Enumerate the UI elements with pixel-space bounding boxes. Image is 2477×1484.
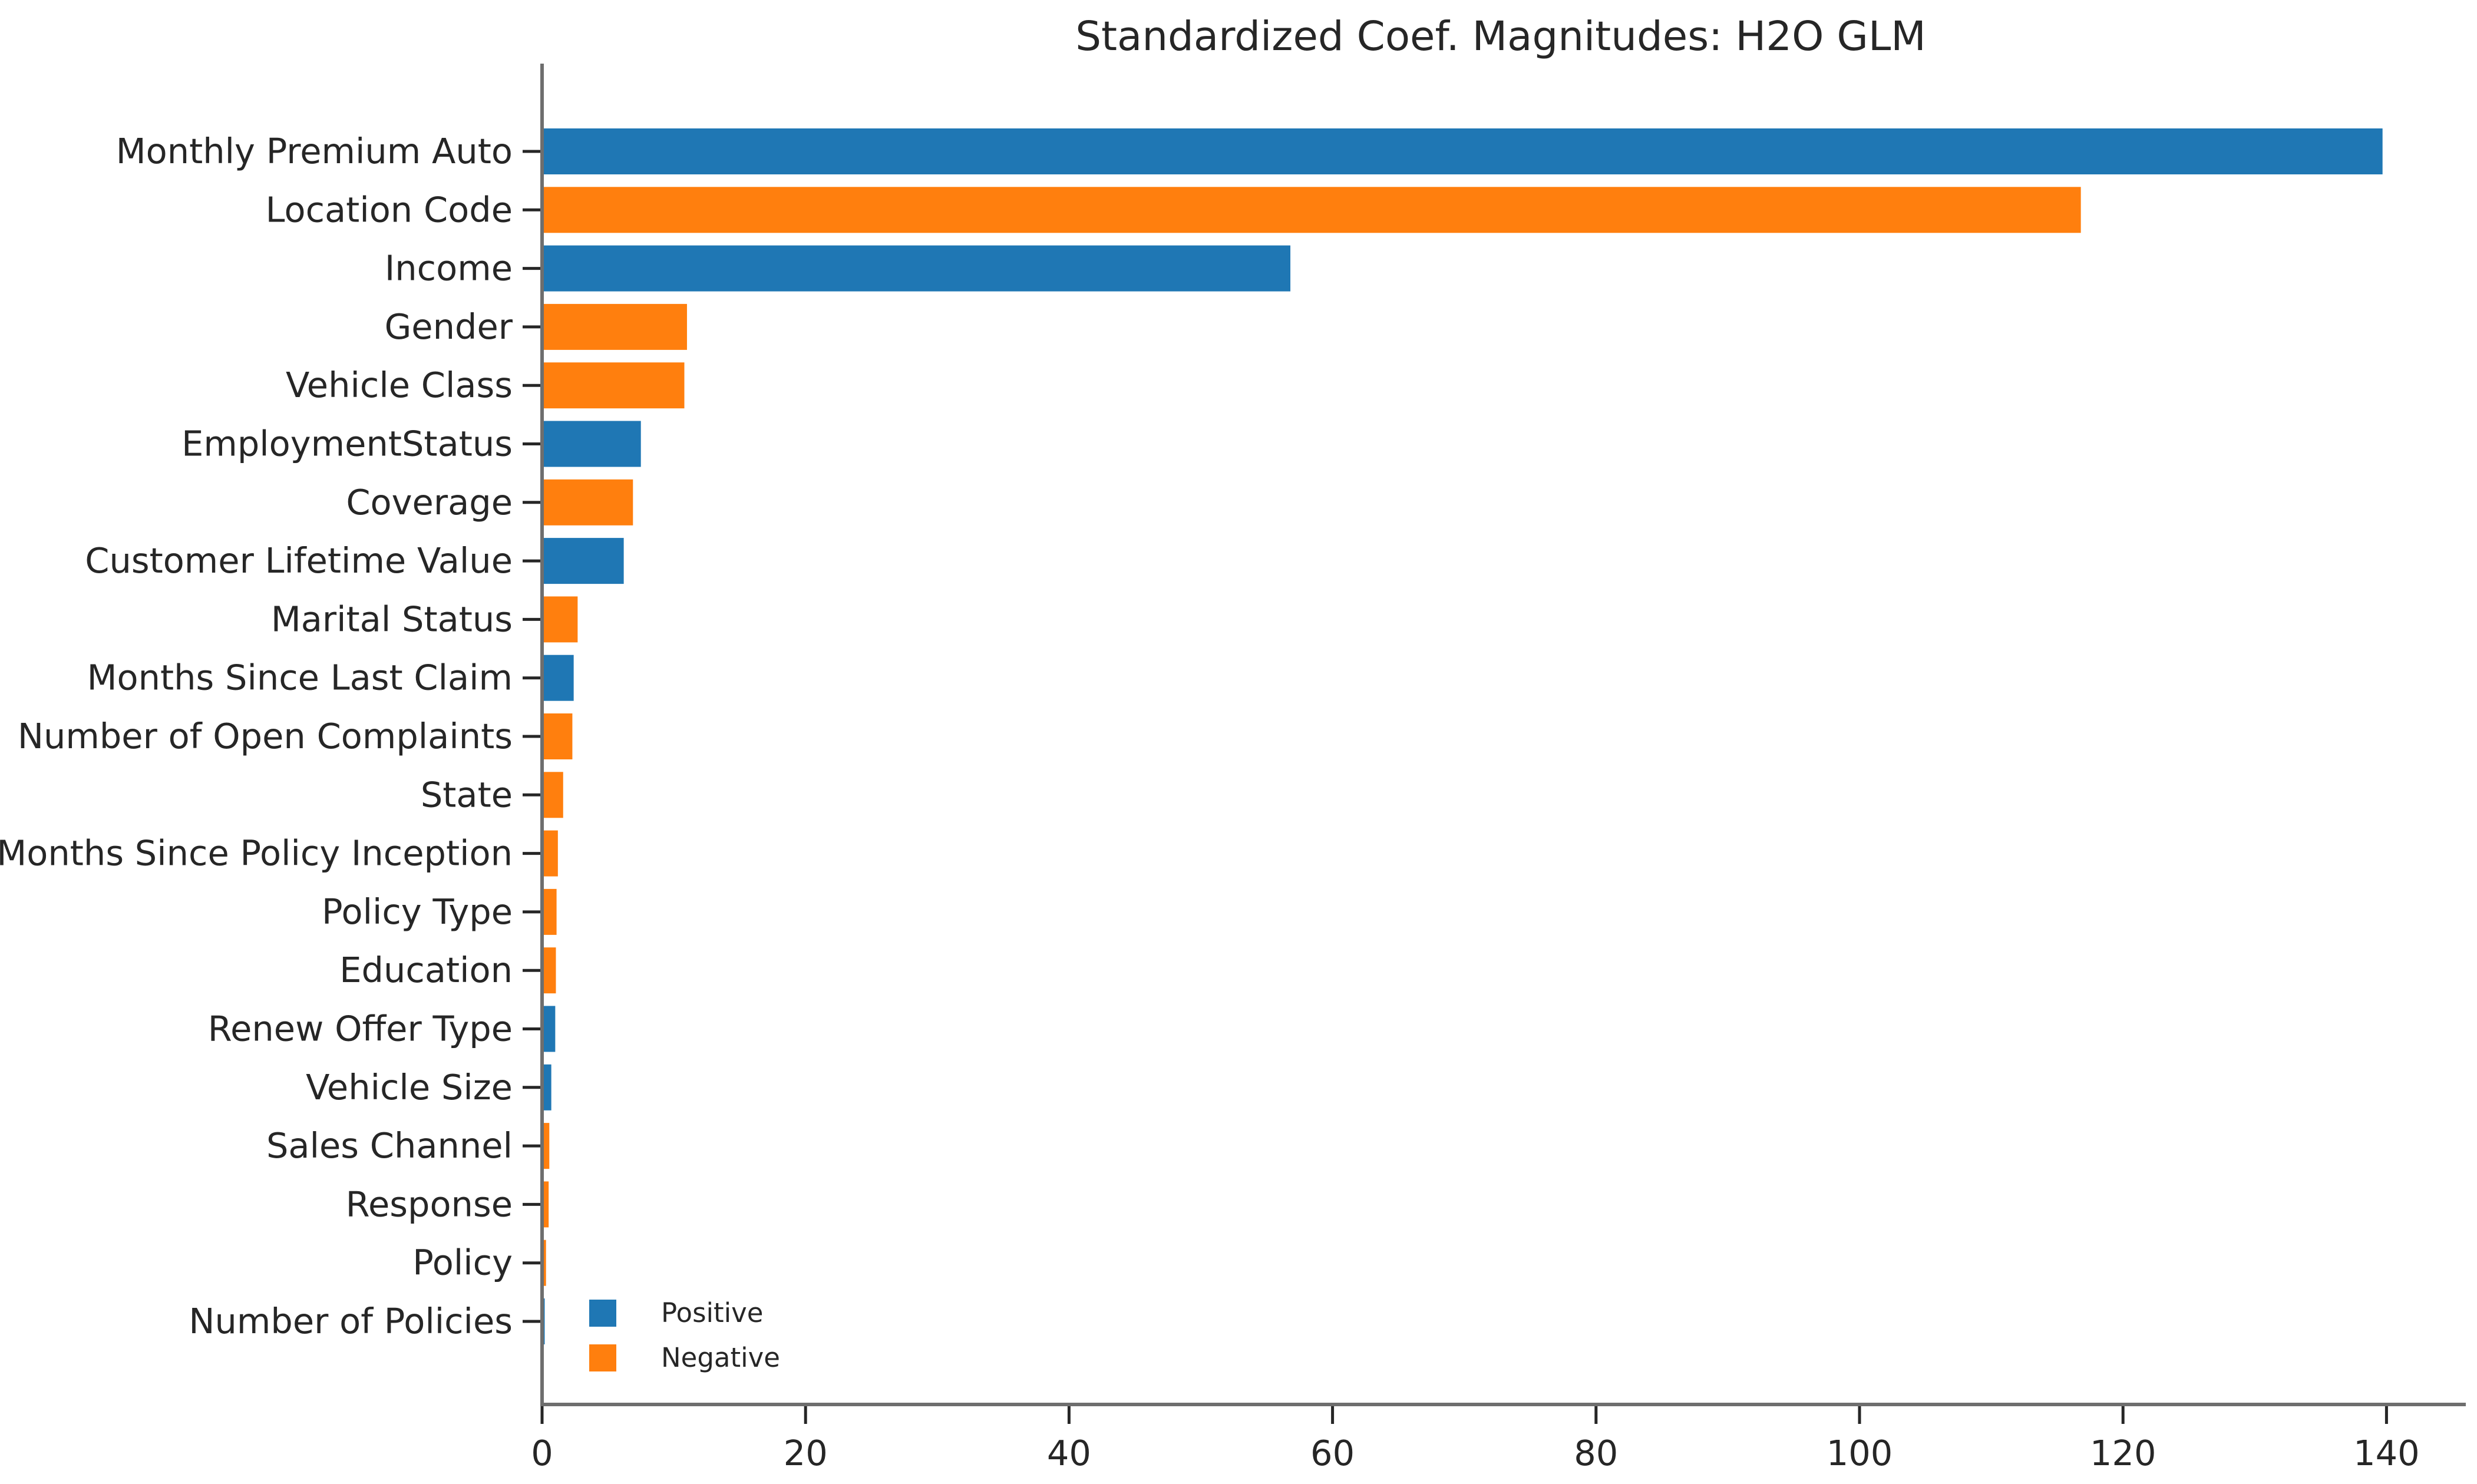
y-tick-label: Gender bbox=[385, 306, 513, 347]
y-tick-label: Vehicle Class bbox=[286, 365, 513, 405]
y-axis-ticks: Monthly Premium Auto Location Code Income G… bbox=[0, 131, 542, 1341]
y-tick-label: Months Since Last Claim bbox=[87, 657, 513, 698]
bar-months-since-policy-inception bbox=[542, 830, 558, 877]
bar-marital-status bbox=[542, 596, 578, 643]
y-tick-label: Income bbox=[385, 248, 513, 289]
x-tick-label: 40 bbox=[1047, 1433, 1091, 1473]
y-tick-label: Policy bbox=[412, 1242, 513, 1283]
x-tick-label: 0 bbox=[531, 1433, 553, 1473]
y-tick-label: Number of Policies bbox=[189, 1301, 513, 1341]
y-tick-label: Customer Lifetime Value bbox=[85, 540, 513, 581]
bar-gender bbox=[542, 303, 687, 350]
bar-income bbox=[542, 245, 1291, 292]
y-tick-label: Number of Open Complaints bbox=[18, 716, 513, 756]
legend-label-negative: Negative bbox=[661, 1342, 780, 1373]
y-tick-label: Renew Offer Type bbox=[208, 1009, 513, 1049]
chart-title: Standardized Coef. Magnitudes: H2O GLM bbox=[1075, 13, 1926, 60]
y-tick-label: Vehicle Size bbox=[306, 1067, 513, 1108]
legend-swatch-negative bbox=[589, 1344, 616, 1371]
bar-vehicle-size bbox=[542, 1064, 551, 1110]
bar-number-of-open-complaints bbox=[542, 713, 573, 759]
y-tick-label: Policy Type bbox=[322, 891, 513, 932]
legend: Positive Negative bbox=[589, 1297, 780, 1373]
legend-label-positive: Positive bbox=[661, 1297, 763, 1328]
y-tick-label: Months Since Policy Inception bbox=[0, 833, 513, 874]
x-tick-label: 100 bbox=[1827, 1433, 1893, 1473]
bar-education bbox=[542, 947, 556, 994]
y-tick-label: State bbox=[421, 774, 513, 815]
bar-location-code bbox=[542, 187, 2081, 233]
bar-vehicle-class bbox=[542, 362, 685, 409]
x-tick-label: 20 bbox=[784, 1433, 828, 1473]
bar-employmentstatus bbox=[542, 421, 641, 467]
bar-state bbox=[542, 772, 563, 818]
bars-group bbox=[542, 128, 2383, 1344]
y-tick-label: Marital Status bbox=[271, 599, 513, 639]
bar-months-since-last-claim bbox=[542, 655, 574, 701]
bar-coverage bbox=[542, 479, 633, 525]
x-tick-label: 80 bbox=[1574, 1433, 1618, 1473]
y-tick-label: Education bbox=[339, 950, 513, 990]
legend-swatch-positive bbox=[589, 1300, 616, 1327]
y-tick-label: Sales Channel bbox=[266, 1125, 513, 1166]
x-axis-ticks: 0 20 40 60 80 100 120 140 bbox=[531, 1404, 2420, 1473]
bar-monthly-premium-auto bbox=[542, 128, 2383, 174]
y-tick-label: Monthly Premium Auto bbox=[116, 131, 513, 171]
y-tick-label: Response bbox=[346, 1184, 513, 1224]
bar-policy-type bbox=[542, 888, 557, 935]
x-tick-label: 140 bbox=[2353, 1433, 2420, 1473]
bar-response bbox=[542, 1181, 549, 1228]
y-tick-label: Location Code bbox=[266, 189, 513, 230]
y-tick-label: Coverage bbox=[346, 482, 513, 523]
bar-renew-offer-type bbox=[542, 1006, 556, 1052]
bar-policy bbox=[542, 1240, 546, 1286]
x-tick-label: 120 bbox=[2090, 1433, 2156, 1473]
bar-customer-lifetime-value bbox=[542, 538, 624, 584]
x-tick-label: 60 bbox=[1310, 1433, 1355, 1473]
bar-sales-channel bbox=[542, 1123, 550, 1169]
y-tick-label: EmploymentStatus bbox=[181, 424, 513, 464]
